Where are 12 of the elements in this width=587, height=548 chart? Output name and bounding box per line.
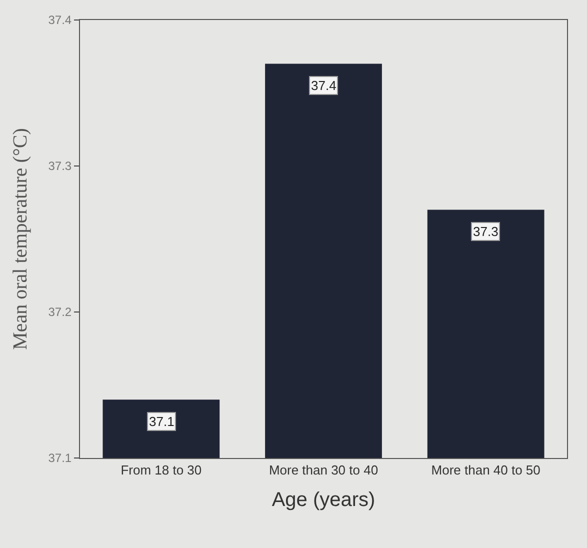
data-label: 37.3 xyxy=(473,224,498,239)
x-axis-title: Age (years) xyxy=(272,489,376,512)
y-tick-label: 37.2 xyxy=(48,305,72,320)
x-tick-label: From 18 to 30 xyxy=(120,462,202,478)
y-tick-label: 37.3 xyxy=(48,159,72,174)
y-tick-label: 37.4 xyxy=(48,13,72,28)
data-label: 37.1 xyxy=(149,414,174,429)
y-axis-title: Mean oral temperature (°C) xyxy=(10,128,32,350)
y-tick-label: 37.1 xyxy=(48,451,72,466)
x-tick-label: More than 40 to 50 xyxy=(431,462,540,478)
x-tick-label: More than 30 to 40 xyxy=(268,462,378,478)
data-label: 37.4 xyxy=(311,78,336,93)
